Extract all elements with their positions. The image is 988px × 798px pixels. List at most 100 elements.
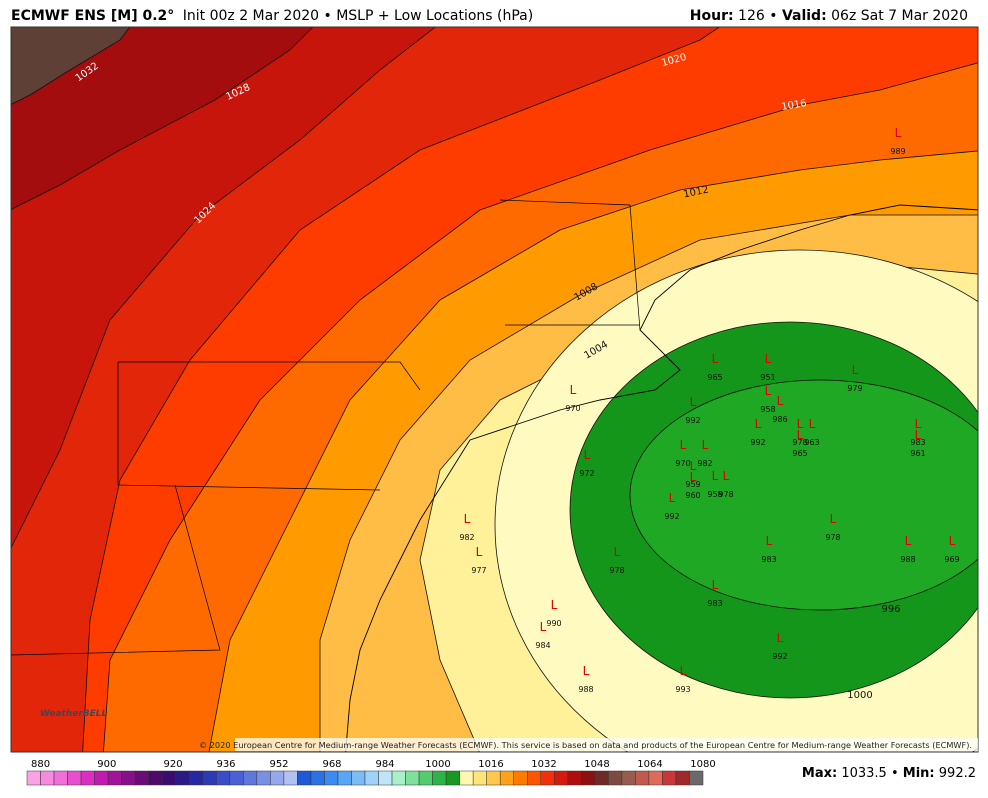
colorbar-box: [418, 770, 433, 786]
subtitle: Init 00z 2 Mar 2020 • MSLP + Low Locatio…: [183, 8, 533, 24]
low-symbol: L: [852, 363, 859, 377]
low-value: 979: [847, 384, 862, 393]
colorbar-box: [662, 770, 677, 786]
valid: 06z Sat 7 Mar 2020: [831, 8, 968, 24]
colorbar-tick-label: 984: [375, 759, 394, 770]
colorbar-box: [635, 770, 650, 786]
low-symbol: L: [755, 417, 762, 431]
colorbar-box: [594, 770, 609, 786]
low-symbol: L: [690, 459, 697, 473]
low-value: 986: [772, 415, 787, 424]
low-value: 993: [675, 685, 690, 694]
low-value: 992: [685, 416, 700, 425]
low-symbol: L: [777, 394, 784, 408]
max-label: Max:: [802, 766, 837, 781]
colorbar-box: [499, 770, 514, 786]
colorbar-box: [648, 770, 663, 786]
colorbar-box: [229, 770, 244, 786]
colorbar-tick-label: 1064: [637, 759, 662, 770]
isobar: [103, 62, 978, 752]
low-symbol: L: [949, 534, 956, 548]
low-symbol: L: [570, 383, 577, 397]
low-value: 970: [565, 404, 580, 413]
low-symbol: L: [905, 534, 912, 548]
colorbar-box: [459, 770, 474, 786]
low-symbol: L: [702, 438, 709, 452]
colorbar-box: [188, 770, 204, 786]
colorbar: 880 900 920 936 952 968 984 1000 1016 1032 1048 106…: [26, 759, 716, 786]
colorbar-box: [283, 770, 298, 786]
colorbar-tick-label: 1048: [584, 759, 609, 770]
colorbar-tick-label: 1032: [531, 759, 556, 770]
low-symbol: L: [551, 598, 558, 612]
colorbar-box: [675, 770, 690, 786]
colorbar-box: [216, 770, 231, 786]
low-value: 982: [697, 459, 712, 468]
low-symbol: L: [915, 428, 922, 442]
low-value: 969: [944, 555, 959, 564]
colorbar-box: [175, 770, 190, 786]
separator: •: [891, 766, 899, 781]
coastline: [345, 204, 978, 752]
colorbar-box: [26, 770, 41, 786]
copyright-bg: [235, 738, 978, 751]
colorbar-box: [134, 770, 149, 786]
contour-label: 1000: [847, 690, 872, 701]
logo: WeatherBELL: [40, 709, 108, 719]
low-value: 961: [910, 449, 925, 458]
colorbar-box: [80, 770, 95, 786]
colorbar-box: [148, 770, 163, 786]
low-symbol: L: [464, 512, 471, 526]
border: [11, 199, 641, 656]
low-value: 951: [760, 373, 775, 382]
colorbar-box: [445, 770, 460, 786]
colorbar-box: [67, 770, 82, 786]
low-symbol: L: [830, 512, 837, 526]
low-symbol: L: [797, 428, 804, 442]
colorbar-box: [405, 770, 420, 786]
low-symbol: L: [690, 470, 697, 484]
colorbar-box: [540, 770, 555, 786]
low-symbol: L: [766, 534, 773, 548]
low-value: 959: [685, 480, 700, 489]
hour-label: Hour:: [690, 8, 734, 24]
colorbar-box: [689, 770, 704, 786]
colorbar-box: [351, 770, 366, 786]
low-symbol: L: [712, 352, 719, 366]
low-value: 958: [760, 405, 775, 414]
min: 992.2: [939, 766, 976, 781]
colorbar-box: [202, 770, 217, 786]
low-value: 982: [459, 533, 474, 542]
low-value: 990: [546, 619, 561, 628]
colorbar-box: [378, 770, 393, 786]
low-value: 965: [792, 449, 807, 458]
low-symbol: L: [765, 352, 772, 366]
low-value: 984: [535, 641, 550, 650]
low-value: 992: [772, 652, 787, 661]
colorbar-tick-label: 936: [216, 759, 235, 770]
low-symbol: L: [712, 469, 719, 483]
low-symbol: L: [690, 395, 697, 409]
isobar: [11, 27, 131, 105]
colorbar-box: [364, 770, 379, 786]
low-value: 992: [664, 512, 679, 521]
low-value: 978: [609, 566, 624, 575]
low-symbol: L: [915, 417, 922, 431]
colorbar-box: [40, 770, 55, 786]
low-symbol: L: [680, 438, 687, 452]
colorbar-box: [121, 770, 136, 786]
low-value: 983: [761, 555, 776, 564]
low-symbol: L: [895, 126, 902, 140]
colorbar-tick-label: 880: [31, 759, 50, 770]
colorbar-box: [310, 770, 325, 786]
low-value: 988: [900, 555, 915, 564]
colorbar-tick-label: 1080: [690, 759, 715, 770]
colorbar-box: [324, 770, 339, 786]
low-value: 983: [910, 438, 925, 447]
low-value: 960: [685, 491, 700, 500]
low-value: 978: [825, 533, 840, 542]
colorbar-box: [94, 770, 109, 786]
low-symbol: L: [765, 384, 772, 398]
low-symbol: L: [809, 417, 816, 431]
